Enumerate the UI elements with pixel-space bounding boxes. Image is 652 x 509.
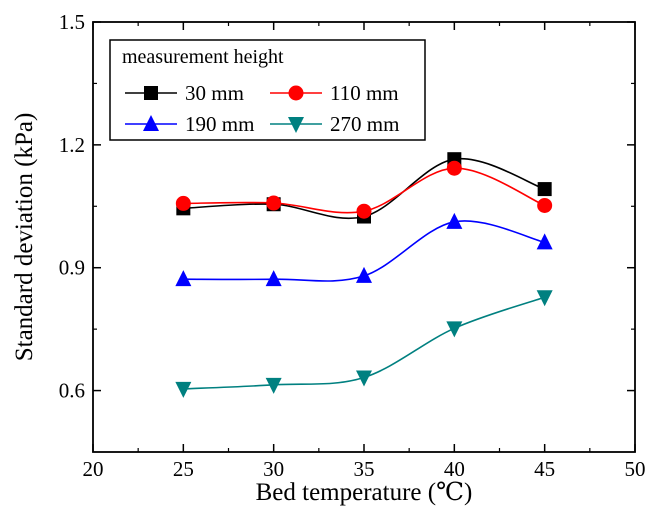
legend-label-30-mm: 30 mm bbox=[185, 81, 244, 105]
data-point-190-mm bbox=[446, 212, 463, 229]
data-point-110-mm bbox=[356, 203, 372, 219]
x-tick-label: 50 bbox=[625, 457, 646, 481]
data-point-270-mm bbox=[536, 290, 553, 307]
legend-label-110-mm: 110 mm bbox=[330, 81, 399, 105]
legend: measurement height 30 mm 110 mm 190 mm 270 … bbox=[109, 39, 426, 141]
data-point-270-mm bbox=[356, 370, 372, 387]
x-tick-label: 30 bbox=[263, 457, 284, 481]
y-axis-title: Standard deviation (kPa) bbox=[11, 113, 38, 362]
y-axis-tick-labels: 0.6 0.9 1.2 1.5 bbox=[59, 10, 85, 403]
legend-entries: 30 mm 110 mm 190 mm 270 mm bbox=[125, 81, 399, 136]
x-axis-tick-labels: 20 25 30 35 40 45 50 bbox=[83, 457, 646, 481]
legend-marker-110-mm bbox=[288, 85, 304, 101]
y-tick-label: 1.5 bbox=[59, 10, 85, 34]
x-axis-title: Bed temperature (℃) bbox=[256, 479, 473, 506]
legend-marker-270-mm bbox=[288, 117, 304, 133]
data-point-190-mm bbox=[175, 270, 192, 287]
x-tick-label: 40 bbox=[444, 457, 465, 481]
x-tick-label: 35 bbox=[354, 457, 375, 481]
x-tick-label: 25 bbox=[173, 457, 194, 481]
y-tick-label: 1.2 bbox=[59, 133, 85, 157]
data-markers bbox=[175, 152, 553, 398]
data-point-270-mm bbox=[265, 377, 282, 394]
x-axis-ticks bbox=[92, 22, 636, 452]
data-point-190-mm bbox=[536, 233, 553, 250]
legend-marker-30-mm bbox=[144, 86, 158, 100]
legend-label-190-mm: 190 mm bbox=[185, 112, 254, 136]
data-point-110-mm bbox=[175, 195, 191, 211]
legend-box bbox=[109, 39, 426, 141]
data-point-110-mm bbox=[537, 197, 553, 213]
y-tick-label: 0.6 bbox=[59, 379, 85, 403]
y-axis-ticks bbox=[93, 21, 635, 392]
y-tick-label: 0.9 bbox=[59, 256, 85, 280]
data-point-270-mm bbox=[446, 321, 463, 338]
x-tick-label: 45 bbox=[534, 457, 555, 481]
data-point-110-mm bbox=[266, 195, 282, 211]
legend-title: measurement height bbox=[122, 46, 284, 68]
x-tick-label: 20 bbox=[83, 457, 104, 481]
data-point-190-mm bbox=[265, 270, 282, 287]
legend-label-270-mm: 270 mm bbox=[330, 112, 399, 136]
data-point-110-mm bbox=[446, 160, 462, 176]
data-point-190-mm bbox=[356, 266, 372, 283]
data-point-270-mm bbox=[175, 381, 192, 398]
data-point-30-mm bbox=[537, 182, 552, 197]
legend-marker-190-mm bbox=[143, 115, 159, 131]
